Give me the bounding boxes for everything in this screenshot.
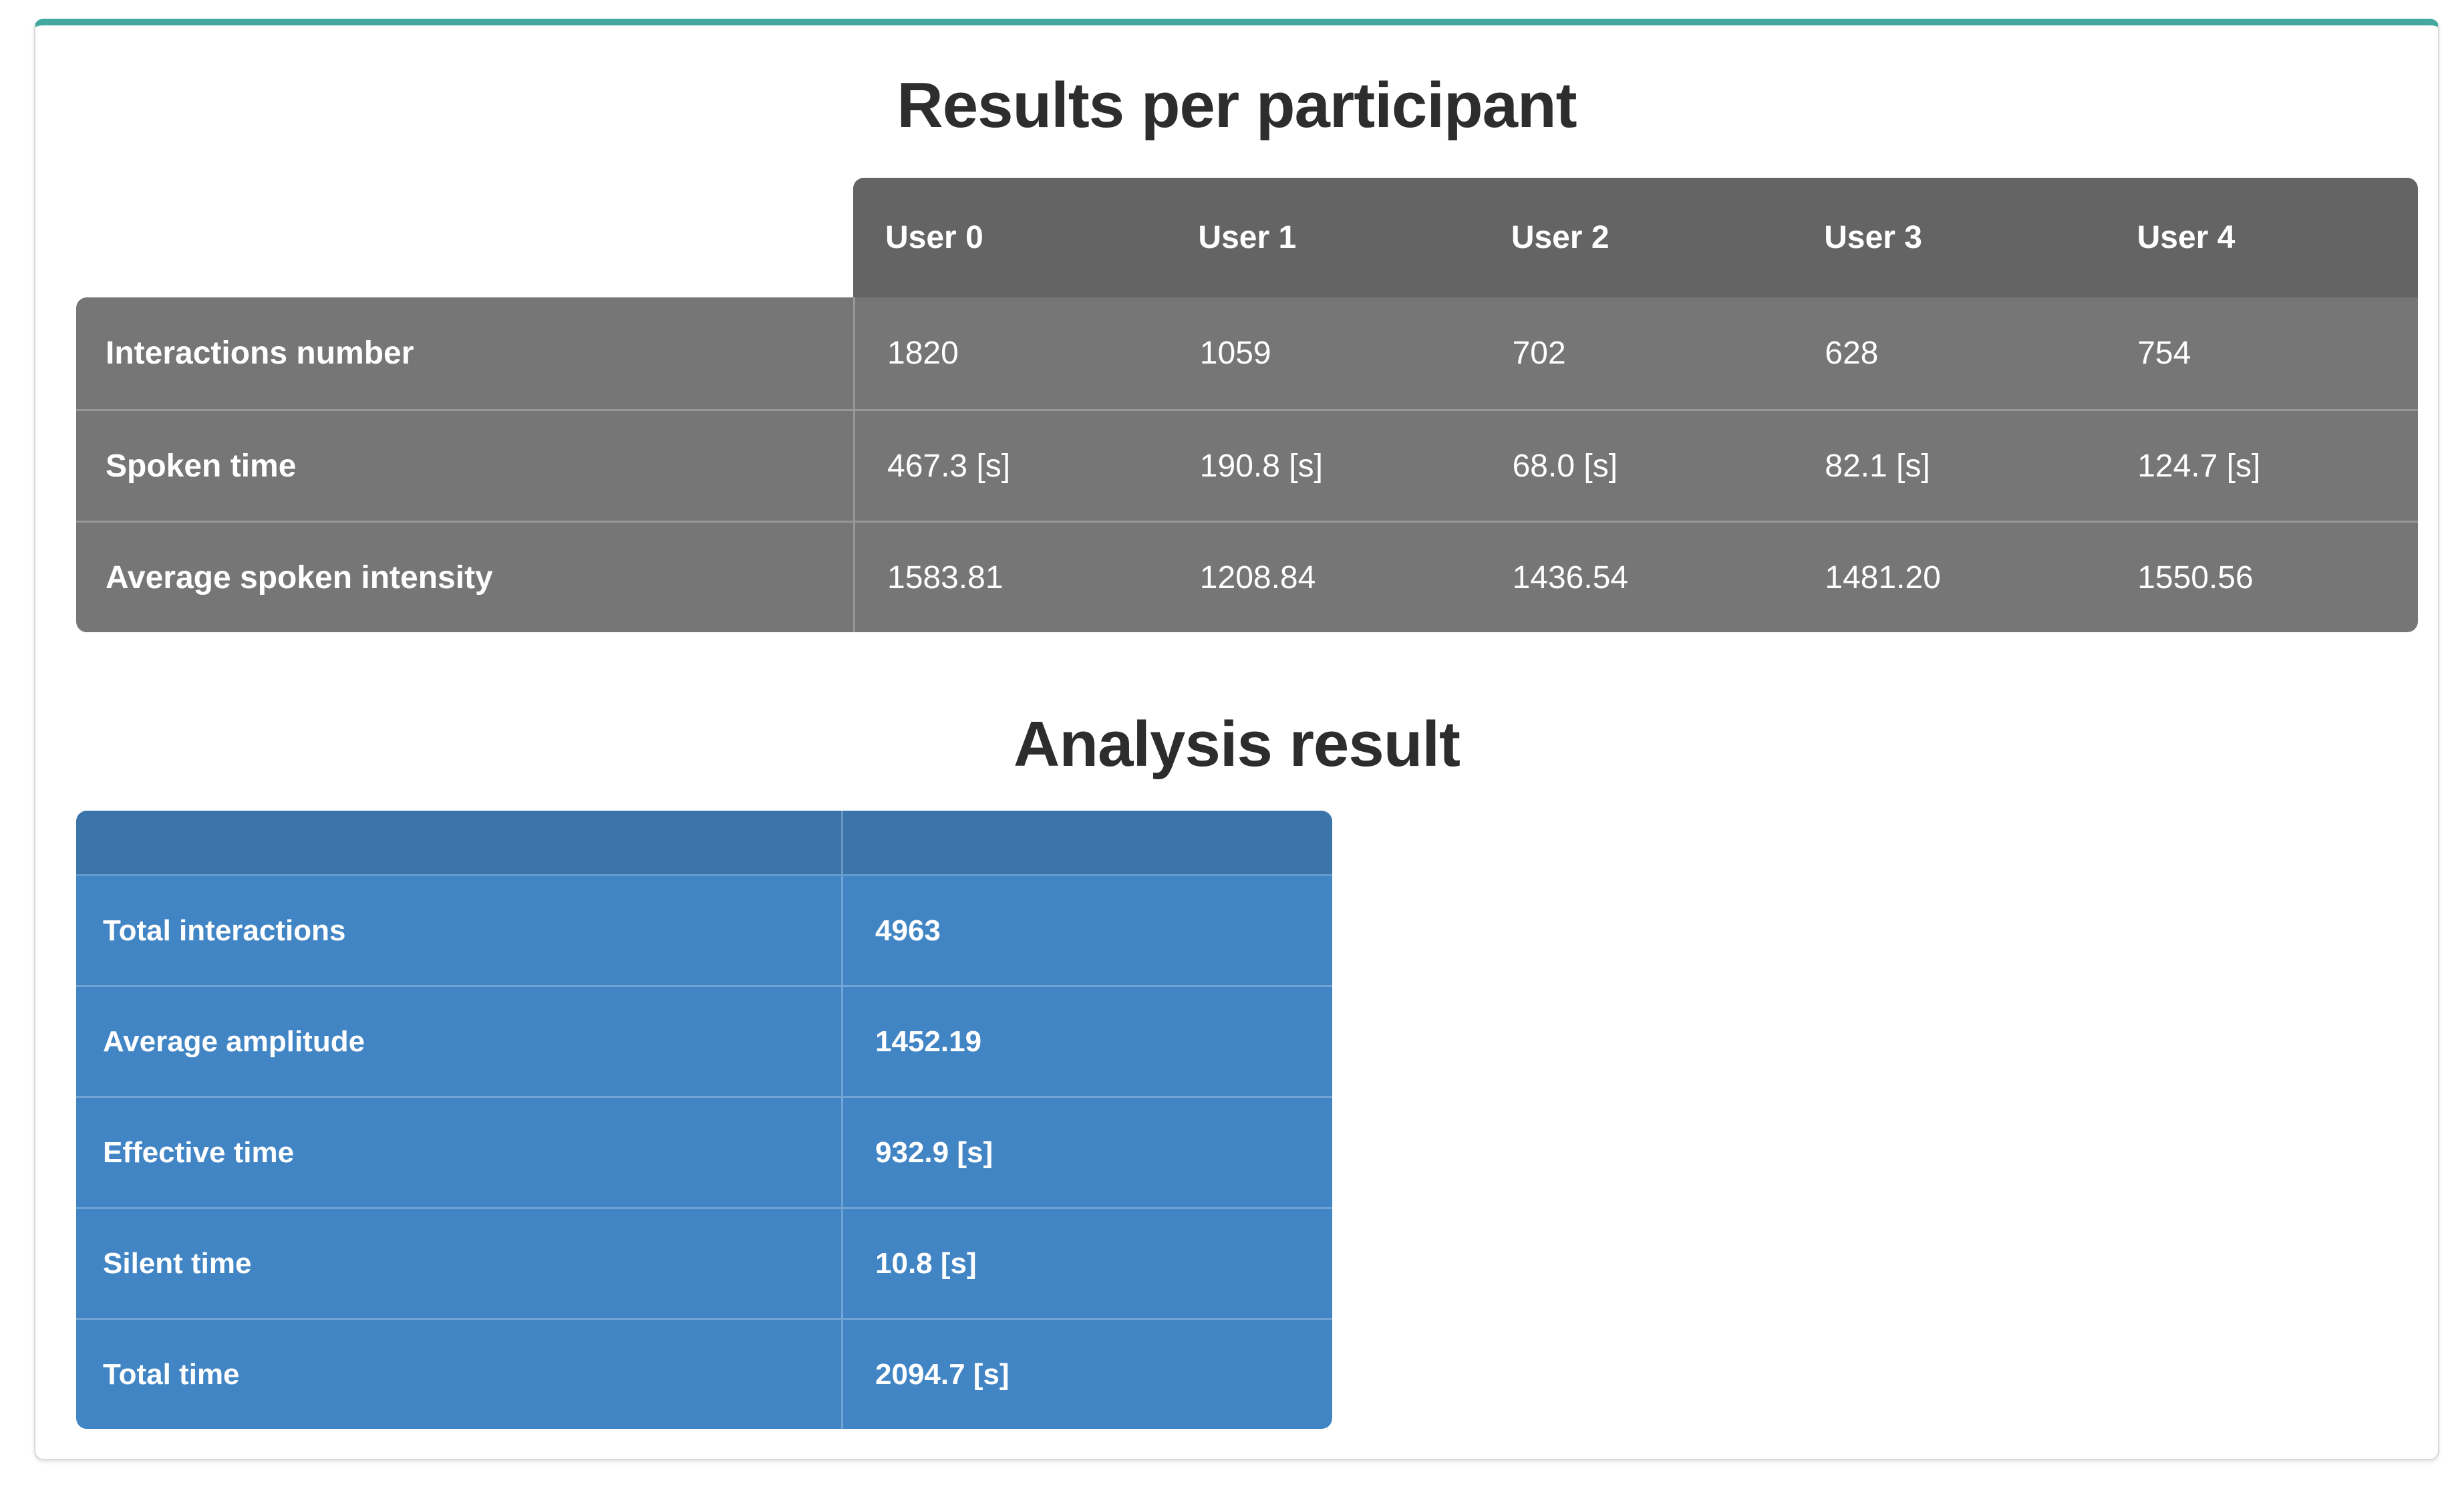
table-row: Silent time 10.8 [s] bbox=[76, 1207, 1332, 1318]
analysis-row-header: Total interactions bbox=[76, 876, 843, 985]
analysis-row-header: Total time bbox=[76, 1320, 843, 1429]
results-value-cell: 68.0 [s] bbox=[1512, 448, 1618, 484]
results-value-cell: 1481.20 bbox=[1825, 559, 1941, 595]
results-row-values: 1820 1059 702 628 754 bbox=[853, 297, 2418, 409]
analysis-value-cell: 1452.19 bbox=[875, 1025, 982, 1058]
results-header-row: User 0 User 1 User 2 User 3 User 4 bbox=[76, 178, 2418, 297]
analysis-value-cell: 932.9 [s] bbox=[875, 1135, 993, 1169]
results-row-header: Average spoken intensity bbox=[106, 559, 493, 595]
results-table-body: Interactions number 1820 1059 702 628 75… bbox=[76, 297, 2418, 632]
results-row-header: Spoken time bbox=[106, 448, 297, 484]
table-row: Interactions number 1820 1059 702 628 75… bbox=[76, 297, 2418, 409]
analysis-value-cell: 10.8 [s] bbox=[875, 1246, 977, 1280]
table-row: Average amplitude 1452.19 bbox=[76, 985, 1332, 1096]
table-row: Total time 2094.7 [s] bbox=[76, 1318, 1332, 1429]
results-title: Results per participant bbox=[897, 70, 1577, 141]
table-row: Total interactions 4963 bbox=[76, 874, 1332, 985]
results-value-cell: 1208.84 bbox=[1199, 559, 1316, 595]
analysis-header-value-cell bbox=[843, 811, 1332, 874]
results-value-cell: 628 bbox=[1825, 335, 1879, 371]
results-table: User 0 User 1 User 2 User 3 User 4 Inter… bbox=[76, 178, 2418, 632]
results-col-header-user-1: User 1 bbox=[1198, 220, 1297, 255]
analysis-table: Total interactions 4963 Average amplitud… bbox=[76, 811, 1332, 1429]
results-value-cell: 754 bbox=[2137, 335, 2191, 371]
results-value-cell: 190.8 [s] bbox=[1199, 448, 1323, 484]
results-value-cell: 124.7 [s] bbox=[2137, 448, 2261, 484]
analysis-value-cell: 2094.7 [s] bbox=[875, 1357, 1010, 1391]
report-card: Results per participant User 0 User 1 Us… bbox=[34, 19, 2439, 1460]
results-value-cell: 82.1 [s] bbox=[1825, 448, 1930, 484]
results-row-header: Interactions number bbox=[106, 335, 414, 371]
table-row: Effective time 932.9 [s] bbox=[76, 1096, 1332, 1207]
analysis-row-header: Average amplitude bbox=[76, 987, 843, 1096]
results-header-cells: User 0 User 1 User 2 User 3 User 4 bbox=[853, 178, 2418, 297]
table-row: Spoken time 467.3 [s] 190.8 [s] 68.0 [s]… bbox=[76, 409, 2418, 521]
results-row-values: 467.3 [s] 190.8 [s] 68.0 [s] 82.1 [s] 12… bbox=[853, 411, 2418, 521]
results-value-cell: 467.3 [s] bbox=[887, 448, 1011, 484]
results-corner-spacer bbox=[76, 178, 853, 297]
results-value-cell: 1059 bbox=[1199, 335, 1271, 371]
table-row: Average spoken intensity 1583.81 1208.84… bbox=[76, 521, 2418, 632]
analysis-header-row bbox=[76, 811, 1332, 874]
analysis-row-header: Effective time bbox=[76, 1098, 843, 1207]
results-value-cell: 1583.81 bbox=[887, 559, 1004, 595]
results-value-cell: 1550.56 bbox=[2137, 559, 2254, 595]
results-value-cell: 1820 bbox=[887, 335, 959, 371]
results-col-header-user-4: User 4 bbox=[2137, 220, 2236, 255]
results-value-cell: 1436.54 bbox=[1512, 559, 1629, 595]
analysis-value-cell: 4963 bbox=[875, 914, 941, 947]
results-col-header-user-3: User 3 bbox=[1824, 220, 1922, 255]
results-row-values: 1583.81 1208.84 1436.54 1481.20 1550.56 bbox=[853, 523, 2418, 632]
results-col-header-user-2: User 2 bbox=[1511, 220, 1609, 255]
analysis-row-header: Silent time bbox=[76, 1209, 843, 1318]
analysis-header-label-cell bbox=[76, 811, 843, 874]
analysis-title: Analysis result bbox=[1014, 708, 1460, 780]
results-value-cell: 702 bbox=[1512, 335, 1566, 371]
results-col-header-user-0: User 0 bbox=[885, 220, 983, 255]
